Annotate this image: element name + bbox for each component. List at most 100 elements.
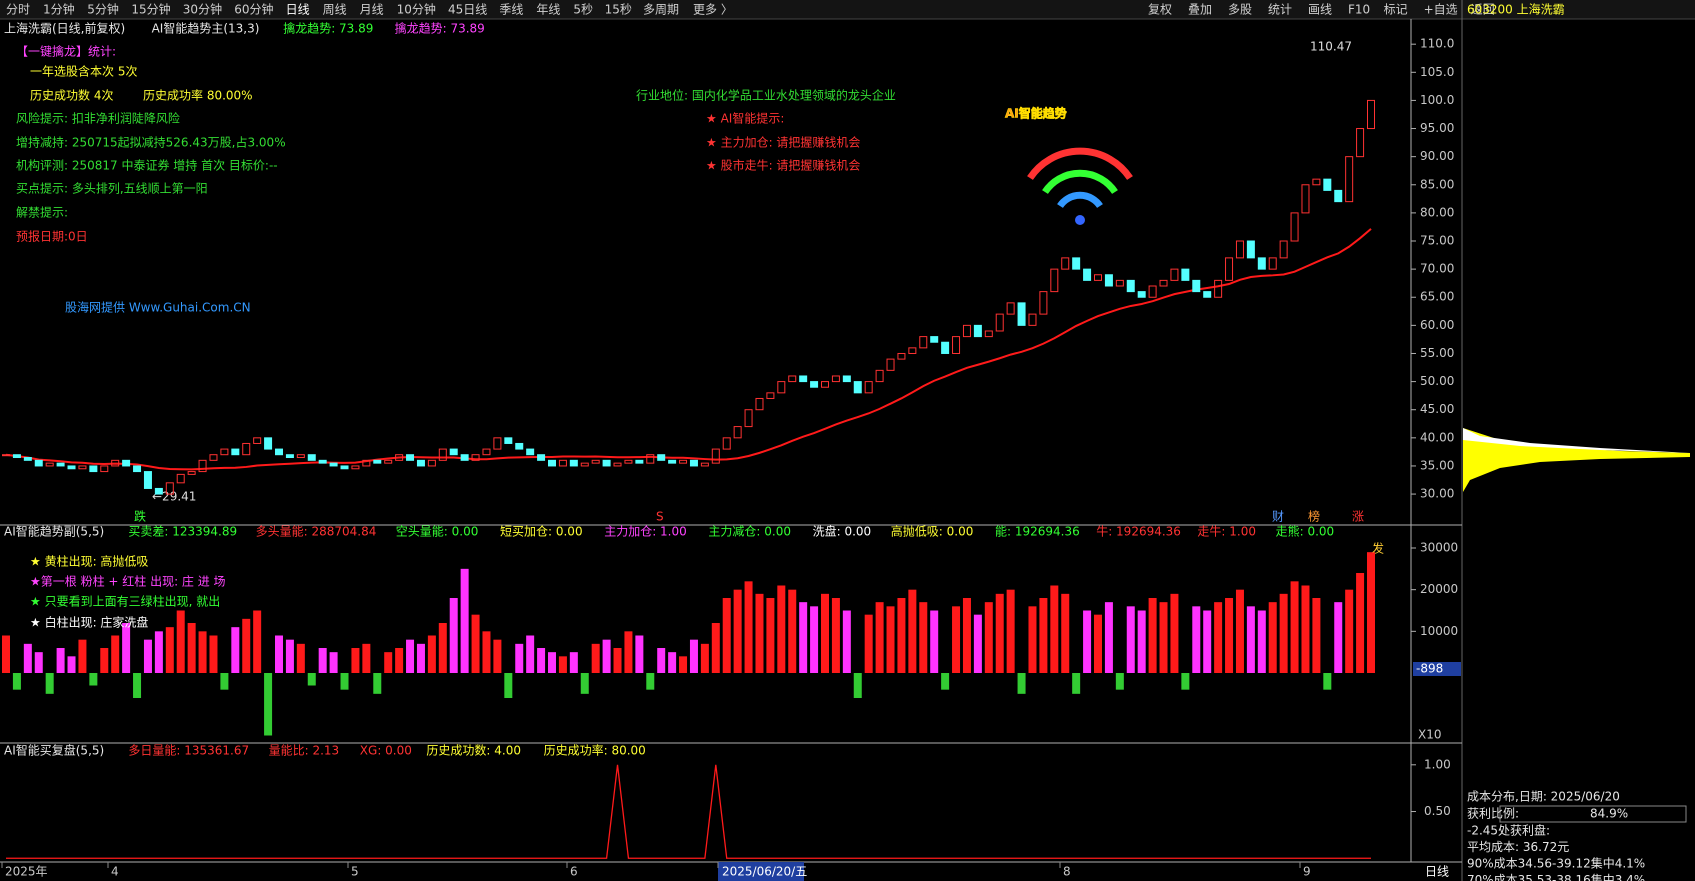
candle xyxy=(406,454,415,461)
toolbar-button[interactable]: 统计 xyxy=(1268,3,1292,17)
candle xyxy=(788,375,797,383)
candle xyxy=(711,448,720,464)
candle xyxy=(602,459,611,467)
volume-bar xyxy=(307,673,316,686)
candle xyxy=(1181,268,1190,281)
toolbar-item[interactable]: 45日线 xyxy=(448,3,487,17)
toolbar-item[interactable]: 1分钟 xyxy=(43,2,75,17)
volume-bar xyxy=(504,673,513,698)
annotation: ★ AI智能提示: xyxy=(706,111,784,126)
candle xyxy=(689,459,698,467)
volume-bar xyxy=(984,602,993,673)
candle xyxy=(143,471,152,489)
toolbar-item[interactable]: 5秒 xyxy=(573,3,593,17)
y-tick-label: 35.00 xyxy=(1420,458,1454,472)
volume-bar xyxy=(1006,589,1015,673)
toolbar-item[interactable]: 分时 xyxy=(6,3,30,17)
toolbar-item[interactable]: 10分钟 xyxy=(397,2,436,17)
toolbar-item[interactable]: 更多 〉 xyxy=(693,3,733,17)
toolbar-item[interactable]: 30分钟 xyxy=(183,2,222,17)
candle xyxy=(973,324,982,338)
toolbar-button[interactable]: +自选 xyxy=(1424,3,1458,17)
volume-bar xyxy=(329,652,338,673)
toolbar-item[interactable]: 月线 xyxy=(360,3,384,17)
indicator-header: XG: 0.00 xyxy=(360,744,412,758)
volume-bar xyxy=(821,593,829,673)
toolbar-button[interactable]: 复权 xyxy=(1148,3,1172,17)
indicator-header: 走熊: 0.00 xyxy=(1276,524,1335,539)
candle xyxy=(831,375,840,383)
volume-bar xyxy=(1290,581,1299,673)
volume-bar xyxy=(668,652,677,673)
y-tick-label: 75.00 xyxy=(1420,234,1454,248)
volume-bar xyxy=(788,589,797,673)
toolbar-button[interactable]: 标记 xyxy=(1384,3,1408,17)
watermark: 股海网提供 Www.Guhai.Com.CN xyxy=(65,300,251,315)
y-tick-label: 70.00 xyxy=(1420,262,1454,276)
candle xyxy=(919,336,928,349)
volume-bar xyxy=(810,606,819,673)
y-tick-label: 60.00 xyxy=(1420,318,1454,332)
toolbar-item[interactable]: 季线 xyxy=(499,3,523,17)
toolbar-item[interactable]: 15分钟 xyxy=(131,2,170,17)
candle xyxy=(1028,313,1037,326)
volume-bar xyxy=(1137,610,1146,673)
toolbar-item[interactable]: 15秒 xyxy=(605,3,632,17)
toolbar-item[interactable]: 年线 xyxy=(536,3,560,17)
toolbar-item[interactable]: 周线 xyxy=(323,3,347,17)
candle xyxy=(1159,279,1168,287)
candle xyxy=(23,457,32,461)
legend-note: ★ 白柱出现: 庄家洗盘 xyxy=(30,615,148,630)
cost-label: 获利比例: xyxy=(1467,807,1519,821)
annotation: 机构评测: 250817 中泰证券 增持 首次 目标价:-- xyxy=(16,158,278,173)
volume-bar xyxy=(1356,573,1365,673)
volume-bar xyxy=(679,656,688,673)
volume-bar xyxy=(154,631,163,673)
volume-bar xyxy=(1126,606,1135,673)
volume-bar xyxy=(831,598,840,673)
candle xyxy=(886,358,895,371)
volume-bar xyxy=(646,673,655,690)
candle xyxy=(362,459,371,467)
volume-bar xyxy=(1148,598,1157,673)
date-label: 6 xyxy=(570,865,578,879)
candle xyxy=(700,462,709,467)
toolbar-item[interactable]: 5分钟 xyxy=(87,2,119,17)
candle xyxy=(744,409,753,428)
candle xyxy=(755,397,764,411)
toolbar-item[interactable]: 60分钟 xyxy=(234,2,273,17)
toolbar-item[interactable]: 多周期 xyxy=(643,3,679,17)
volume-bar xyxy=(67,656,76,673)
volume-bar xyxy=(340,673,349,690)
volume-bar xyxy=(558,656,567,673)
cost-distribution xyxy=(1463,428,1690,492)
candle xyxy=(962,324,971,338)
volume-bar xyxy=(580,673,589,694)
date-label[interactable]: 日线 xyxy=(1425,865,1449,879)
toolbar-button[interactable]: 多股 xyxy=(1228,3,1252,17)
annotation: 行业地位: 国内化学品工业水处理领域的龙头企业 xyxy=(636,88,896,103)
volume-bar xyxy=(296,643,305,673)
y-tick-label: 95.00 xyxy=(1420,121,1454,135)
candle xyxy=(1312,178,1321,186)
volume-bar xyxy=(56,648,65,673)
toolbar-item[interactable]: 日线 xyxy=(286,3,310,17)
toolbar-button[interactable]: 画线 xyxy=(1308,3,1332,17)
indicator-header: 能: 192694.36 xyxy=(995,525,1080,539)
date-label: 2025/06/20/五 xyxy=(722,865,807,879)
candle xyxy=(941,341,950,354)
candle xyxy=(471,454,480,461)
toolbar-button[interactable]: F10 xyxy=(1348,3,1370,17)
y-tick-label: 0.50 xyxy=(1424,804,1451,818)
volume-bar xyxy=(1301,585,1310,673)
candle xyxy=(296,454,305,459)
volume-bar xyxy=(471,614,480,673)
volume-bar xyxy=(722,598,731,673)
volume-bar xyxy=(384,652,393,673)
candle xyxy=(1050,268,1059,293)
volume-bar xyxy=(1039,598,1048,673)
volume-bar xyxy=(711,623,720,673)
volume-bar xyxy=(908,589,917,673)
toolbar-button[interactable]: 返回 xyxy=(1471,3,1495,17)
toolbar-button[interactable]: 叠加 xyxy=(1188,3,1212,17)
